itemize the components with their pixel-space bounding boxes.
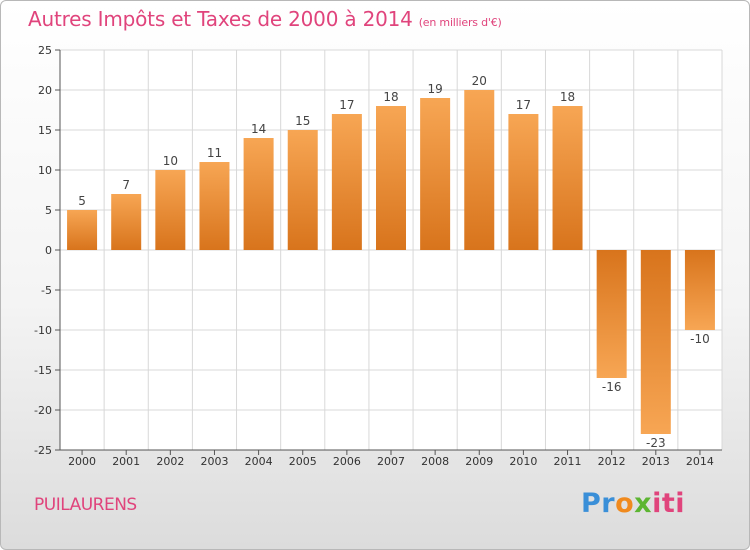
bar-2007 [376,106,406,250]
bar-2013 [640,250,671,434]
bar-2004 [243,138,274,250]
y-tick-label: 10 [38,164,52,177]
y-tick-label: -20 [34,404,52,417]
bar-2009 [464,90,495,250]
bar-2005 [287,130,318,250]
x-tick-label-2000: 2000 [68,455,96,468]
y-tick-label: 25 [38,44,52,57]
y-tick-label: -25 [34,444,52,457]
bar-2012 [596,250,627,378]
x-tick-label-2007: 2007 [377,455,405,468]
x-tick-label-2006: 2006 [333,455,361,468]
bar-2010 [508,114,539,250]
data-label-2001: 7 [122,178,130,192]
data-label-2006: 17 [339,98,354,112]
x-tick-label-2001: 2001 [112,455,140,468]
bar-2006 [331,114,362,250]
x-tick-label-2014: 2014 [686,455,714,468]
chart-title: Autres Impôts et Taxes de 2000 à 2014 (en… [28,7,502,31]
commune-name: PUILAURENS [34,495,137,515]
data-label-2011: 18 [560,90,575,104]
bar-2008 [420,98,451,250]
x-tick-label-2013: 2013 [642,455,670,468]
x-tick-label-2003: 2003 [200,455,228,468]
data-label-2013: -23 [646,436,666,450]
data-label-2012: -16 [602,380,622,394]
title-text: Autres Impôts et Taxes de 2000 à 2014 [28,7,413,31]
x-tick-label-2004: 2004 [245,455,273,468]
chart-subtitle: (en milliers d'€) [418,16,502,29]
bar-2002 [155,170,186,250]
y-tick-label: -15 [34,364,52,377]
x-tick-label-2002: 2002 [156,455,184,468]
y-tick-label: -5 [41,284,52,297]
x-tick-label-2010: 2010 [509,455,537,468]
data-label-2003: 11 [207,146,222,160]
bar-2003 [199,162,230,250]
y-tick-label: 5 [45,204,52,217]
data-label-2014: -10 [690,332,710,346]
data-label-2005: 15 [295,114,310,128]
bar-2000 [67,210,98,250]
x-tick-label-2011: 2011 [554,455,582,468]
proxiti-logo: Proxiti [581,488,686,519]
y-tick-label: -10 [34,324,52,337]
data-label-2010: 17 [516,98,531,112]
bar-2011 [552,106,583,250]
data-label-2009: 20 [472,74,487,88]
y-tick-label: 15 [38,124,52,137]
data-label-2007: 18 [383,90,398,104]
y-tick-label: 20 [38,84,52,97]
x-tick-label-2005: 2005 [289,455,317,468]
bar-2001 [111,194,142,250]
x-tick-label-2008: 2008 [421,455,449,468]
y-tick-label: 0 [45,244,52,257]
bar-2014 [684,250,715,330]
data-label-2008: 19 [427,82,442,96]
data-label-2000: 5 [78,194,86,208]
x-tick-label-2012: 2012 [598,455,626,468]
x-tick-label-2009: 2009 [465,455,493,468]
data-label-2002: 10 [163,154,178,168]
data-label-2004: 14 [251,122,266,136]
